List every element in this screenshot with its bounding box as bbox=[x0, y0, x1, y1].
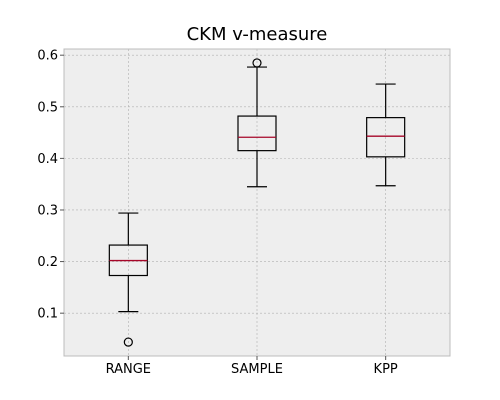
y-tick-label: 0.1 bbox=[37, 307, 58, 322]
x-tick-label: KPP bbox=[374, 362, 398, 377]
box-group-range bbox=[108, 212, 148, 347]
x-tick-label: SAMPLE bbox=[231, 362, 283, 377]
y-tick-label: 0.6 bbox=[37, 49, 58, 64]
x-tick-label: RANGE bbox=[106, 362, 151, 377]
y-tick-label: 0.4 bbox=[37, 152, 58, 167]
box-group-kpp bbox=[366, 83, 406, 187]
box-iqr bbox=[237, 115, 277, 152]
axis-ticks: 0.1 0.2 0.3 0.4 0.5 0.6 RANGE SAMPLE KPP bbox=[37, 49, 398, 377]
y-tick-label: 0.3 bbox=[37, 203, 58, 218]
outlier-point bbox=[252, 58, 262, 68]
box-iqr bbox=[366, 117, 406, 158]
chart-title: CKM v-measure bbox=[187, 24, 328, 45]
box-marks bbox=[108, 58, 406, 347]
y-tick-label: 0.2 bbox=[37, 255, 58, 270]
y-tick-label: 0.5 bbox=[37, 100, 58, 115]
outlier-point bbox=[123, 337, 133, 347]
box-group-sample bbox=[237, 58, 277, 188]
